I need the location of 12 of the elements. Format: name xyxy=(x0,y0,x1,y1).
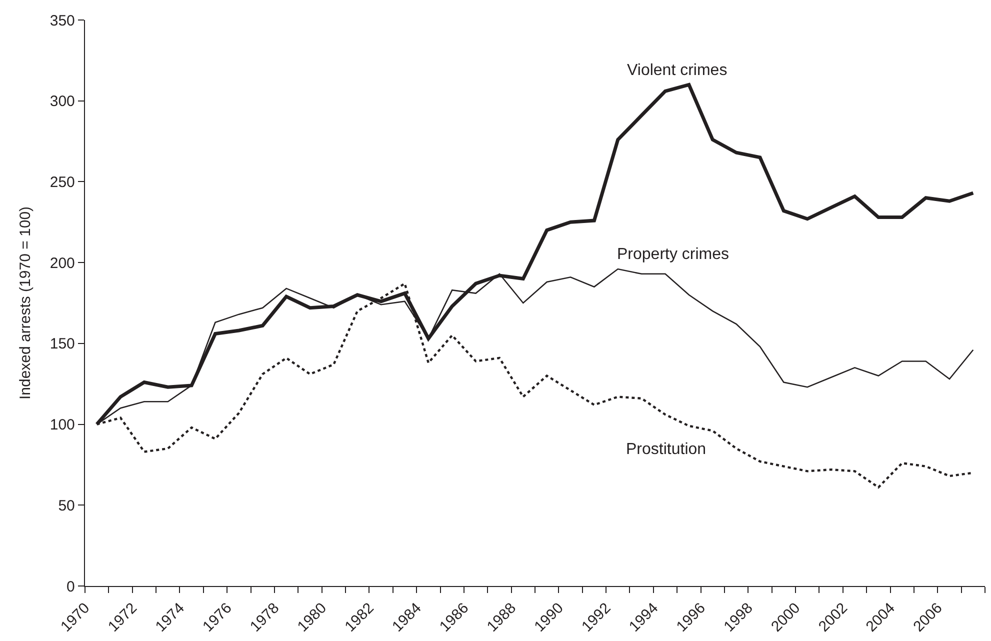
y-tick-label: 300 xyxy=(50,93,75,110)
y-tick-label: 250 xyxy=(50,174,75,191)
annotation: Prostitution xyxy=(626,441,706,458)
y-tick-label: 50 xyxy=(58,497,75,514)
y-axis-title: Indexed arrests (1970 = 100) xyxy=(17,206,34,400)
y-tick-label: 150 xyxy=(50,336,75,353)
y-tick-label: 0 xyxy=(66,578,75,596)
y-tick-label: 350 xyxy=(50,12,75,30)
y-tick-label: 100 xyxy=(50,416,75,434)
annotation: Violent crimes xyxy=(627,62,728,79)
annotation: Property crimes xyxy=(617,246,730,263)
y-tick-label: 200 xyxy=(50,254,75,272)
